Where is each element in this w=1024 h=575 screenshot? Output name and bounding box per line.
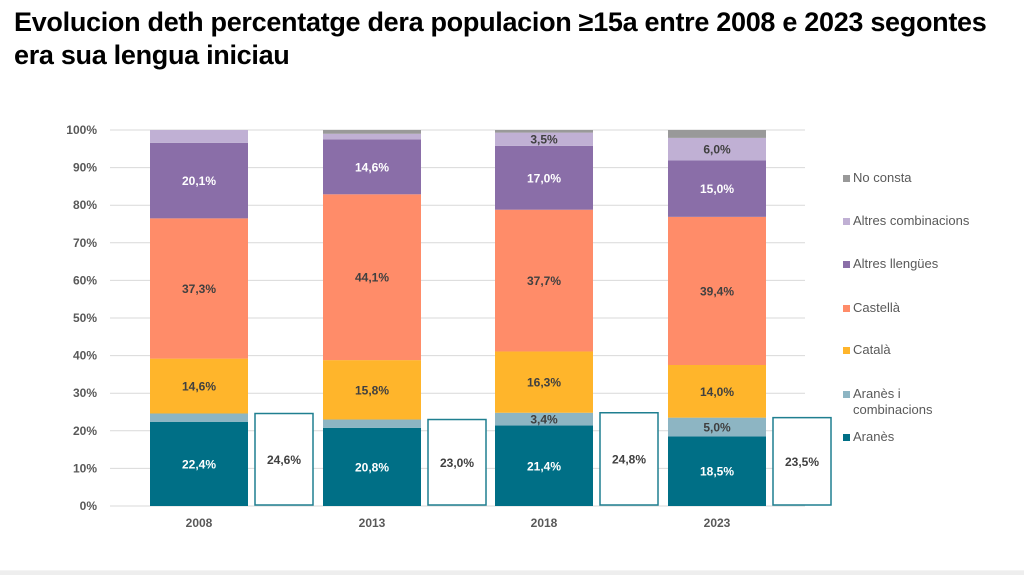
total-box [772, 416, 832, 506]
legend-swatch [843, 391, 850, 398]
data-label: 14,0% [700, 385, 734, 399]
bar-segment [495, 209, 593, 352]
data-label: 5,0% [703, 421, 731, 435]
data-label: 6,0% [703, 143, 731, 157]
bar-segment [323, 360, 421, 420]
bar-segment [323, 419, 421, 428]
bar-segment [668, 130, 766, 138]
data-label: 14,6% [355, 160, 389, 174]
y-tick-label: 10% [73, 461, 97, 475]
data-label: 39,4% [700, 284, 734, 298]
total-label: 23,5% [785, 455, 819, 469]
bottom-divider [0, 570, 1024, 575]
data-label: 15,0% [700, 182, 734, 196]
bar-segment [668, 417, 766, 437]
data-label: 3,4% [530, 413, 558, 427]
bar-segment [150, 421, 248, 506]
bar-segment [150, 413, 248, 422]
legend-label: Altres llengües [853, 256, 939, 271]
bar-segment [668, 216, 766, 365]
x-tick-label: 2023 [704, 516, 731, 530]
y-tick-label: 90% [73, 161, 97, 175]
bar-segment [668, 365, 766, 418]
data-label: 20,1% [182, 174, 216, 188]
data-label: 22,4% [182, 457, 216, 471]
bar-segment [495, 412, 593, 426]
bar-segment [668, 137, 766, 161]
bar-segment [150, 130, 248, 143]
legend-swatch [843, 434, 850, 441]
bar-segment [323, 427, 421, 506]
data-label: 44,1% [355, 271, 389, 285]
legend-swatch [843, 175, 850, 182]
bar-segment [495, 132, 593, 146]
data-label: 14,6% [182, 380, 216, 394]
bar-segment [495, 425, 593, 506]
legend-label: Castellà [853, 300, 901, 315]
total-box [427, 418, 487, 506]
bar-segment [668, 160, 766, 217]
x-tick-label: 2013 [359, 516, 386, 530]
total-label: 24,6% [267, 453, 301, 467]
legend-label: Aranès [853, 429, 895, 444]
bar-segment [323, 194, 421, 361]
bar-segment [495, 130, 593, 133]
y-tick-label: 40% [73, 349, 97, 363]
x-tick-label: 2008 [186, 516, 213, 530]
legend-swatch [843, 305, 850, 312]
bar-segment [323, 133, 421, 140]
legend-label: Altres combinacions [853, 213, 970, 228]
bar-segment [668, 436, 766, 506]
legend-label: Català [853, 342, 891, 357]
legend-label: No consta [853, 170, 912, 185]
bar-segment [323, 130, 421, 134]
total-box [599, 412, 659, 506]
y-tick-label: 0% [80, 499, 98, 513]
legend-label: Aranès i [853, 386, 901, 401]
bar-segment [495, 145, 593, 210]
data-label: 16,3% [527, 376, 561, 390]
bar-segment [150, 218, 248, 359]
total-label: 24,8% [612, 452, 646, 466]
data-label: 37,7% [527, 274, 561, 288]
data-label: 37,3% [182, 282, 216, 296]
total-box [254, 412, 314, 506]
y-tick-label: 80% [73, 198, 97, 212]
bar-segment [150, 358, 248, 414]
bar-segment [150, 142, 248, 219]
total-label: 23,0% [440, 456, 474, 470]
data-label: 3,5% [530, 133, 558, 147]
bar-segment [495, 351, 593, 413]
data-label: 17,0% [527, 171, 561, 185]
legend-swatch [843, 218, 850, 225]
y-tick-label: 30% [73, 386, 97, 400]
data-label: 18,5% [700, 465, 734, 479]
y-tick-label: 60% [73, 273, 97, 287]
data-label: 20,8% [355, 460, 389, 474]
legend-swatch [843, 347, 850, 354]
data-label: 21,4% [527, 459, 561, 473]
data-label: 15,8% [355, 383, 389, 397]
y-tick-label: 100% [66, 123, 97, 137]
bar-segment [323, 139, 421, 195]
chart-title: Evolucion deth percentatge dera populaci… [14, 7, 987, 70]
y-tick-label: 50% [73, 311, 97, 325]
legend-swatch [843, 261, 850, 268]
y-tick-label: 20% [73, 424, 97, 438]
y-tick-label: 70% [73, 236, 97, 250]
x-tick-label: 2018 [531, 516, 558, 530]
legend-label: combinacions [853, 402, 933, 417]
